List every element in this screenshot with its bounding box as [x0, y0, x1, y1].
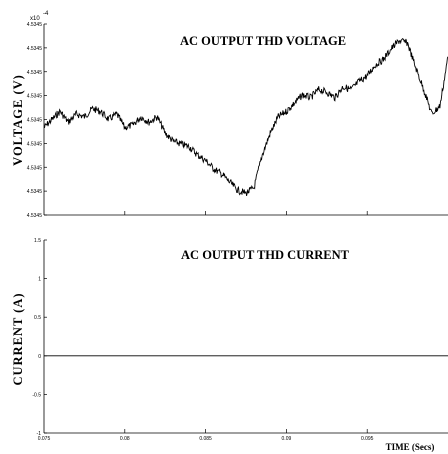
time-axis-label: TIME (Secs): [386, 442, 435, 452]
current-y-tick-label: 0: [38, 354, 41, 360]
voltage-y-tick-label: 4.5345: [27, 70, 43, 76]
current-x-tick-label: 0.09: [282, 436, 292, 442]
voltage-y-tick-label: 4.5345: [27, 213, 43, 219]
voltage-ticks: 4.5345 4.5345 4.5345 4.5345 4.5345 4.5345 4.53…: [27, 22, 368, 219]
current-ticks: 1.5 1 0.5 0 -0.5 -10.075 0.08 0.085 0.09 0.095: [32, 238, 373, 442]
current-x-tick-label: 0.085: [199, 436, 212, 442]
voltage-y-tick-label: 4.5345: [27, 94, 43, 100]
voltage-series-line: [43, 38, 448, 196]
voltage-y-tick-label: 4.5345: [27, 46, 43, 52]
voltage-y-tick-label: 4.5345: [27, 189, 43, 195]
current-x-tick-label: 0.08: [120, 436, 130, 442]
current-y-tick-label: 1.5: [34, 238, 41, 244]
voltage-y-axis-label: VOLTAGE (V): [11, 74, 25, 166]
current-chart-title: AC OUTPUT THD CURRENT: [181, 248, 350, 262]
current-y-tick-label: 1: [38, 277, 41, 283]
current-x-tick-label: 0.075: [38, 436, 51, 442]
current-chart: AC OUTPUT THD CURRENT CURRENT (A) TIME (…: [11, 238, 448, 452]
voltage-y-tick-label: 4.5345: [27, 141, 43, 147]
current-y-tick-label: 0.5: [34, 315, 41, 321]
voltage-y-tick-label: 4.5345: [27, 165, 43, 171]
voltage-chart-title: AC OUTPUT THD VOLTAGE: [180, 34, 346, 48]
voltage-chart: x10 -4 AC OUTPUT THD VOLTAGE VOLTAGE (V)…: [11, 11, 448, 219]
current-y-tick-label: -0.5: [32, 392, 41, 398]
current-y-axis-label: CURRENT (A): [11, 292, 25, 385]
voltage-y-tick-label: 4.5345: [27, 22, 43, 28]
voltage-y-tick-label: 4.5345: [27, 118, 43, 124]
voltage-exponent-base: x10: [30, 16, 40, 22]
voltage-exponent-power: -4: [43, 11, 49, 17]
current-x-tick-label: 0.095: [361, 436, 374, 442]
current-y-tick-label: -1: [37, 431, 42, 437]
